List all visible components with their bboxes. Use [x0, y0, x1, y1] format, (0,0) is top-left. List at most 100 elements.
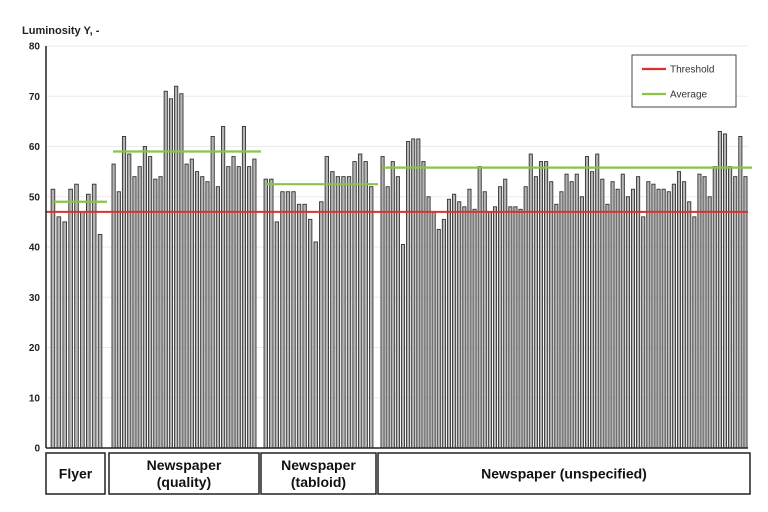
bar-3-47: [620, 173, 625, 449]
bar-3-14: [452, 193, 457, 449]
category-label-2-0: Newspaper: [281, 457, 356, 473]
bar-3-6: [411, 138, 416, 449]
bar-2-10: [319, 201, 324, 449]
category-boxes: FlyerNewspaper(quality)Newspaper(tabloid…: [45, 452, 751, 495]
bar-2-13: [335, 176, 341, 449]
bar-3-26: [513, 206, 518, 449]
bar-2-19: [369, 186, 374, 449]
bar-1-19: [210, 135, 215, 449]
bar-3-51: [641, 216, 646, 449]
bar-3-43: [600, 178, 605, 449]
bar-1-12: [174, 85, 179, 449]
category-label-0-0: Flyer: [59, 466, 93, 482]
bar-3-15: [457, 201, 462, 449]
bar-2-5: [291, 191, 296, 449]
category-box-3: [377, 452, 751, 495]
bar-3-64: [707, 196, 712, 449]
bar-3-53: [651, 183, 656, 449]
bar-1-5: [137, 166, 142, 449]
bar-3-37: [569, 181, 574, 449]
bar-1-9: [158, 176, 163, 449]
bar-3-65: [712, 166, 717, 449]
bar-3-38: [574, 173, 579, 449]
category-label-1-0: Newspaper: [147, 457, 222, 473]
bar-0-4: [74, 183, 79, 449]
bar-2-12: [330, 171, 335, 449]
bar-1-6: [142, 146, 147, 449]
bar-3-59: [682, 181, 687, 449]
bar-2-7: [302, 203, 307, 449]
bar-3-34: [554, 203, 559, 449]
average-lines: [52, 150, 752, 203]
category-label-2-1: (tabloid): [291, 474, 346, 490]
bar-3-36: [564, 173, 569, 449]
bar-3-69: [733, 176, 738, 449]
bar-3-12: [441, 218, 446, 449]
y-tick-60: 60: [29, 142, 41, 153]
bar-3-62: [697, 173, 702, 449]
bar-0-2: [62, 221, 68, 449]
bar-0-1: [56, 216, 62, 449]
y-tick-50: 50: [29, 192, 41, 203]
bar-3-27: [518, 208, 523, 449]
bar-3-56: [666, 191, 671, 449]
bar-2-9: [313, 241, 318, 449]
legend-label-0: Threshold: [670, 65, 714, 76]
bar-3-44: [605, 203, 610, 449]
bar-1-21: [221, 125, 226, 449]
bar-1-2: [121, 135, 127, 449]
bar-3-5: [406, 141, 411, 449]
bar-3-67: [722, 133, 728, 449]
bar-3-3: [395, 176, 400, 449]
bar-0-5: [80, 211, 85, 449]
y-tick-labels: 0 10 20 30 40 50 60 70 80: [29, 42, 41, 455]
category-label-3-0: Newspaper (unspecified): [481, 466, 647, 482]
bar-3-66: [717, 130, 722, 449]
bar-3-30: [533, 176, 538, 449]
bar-3-32: [544, 161, 549, 449]
bar-3-55: [661, 188, 666, 449]
bar-3-18: [472, 208, 477, 449]
bar-1-18: [205, 181, 210, 449]
y-axis-label: Luminosity Y, -: [22, 25, 100, 37]
legend-label-1: Average: [670, 90, 708, 101]
bar-1-10: [163, 90, 168, 449]
bar-3-1: [385, 186, 390, 449]
bar-1-3: [127, 153, 132, 449]
legend-box: [631, 54, 737, 108]
legend: Threshold Average: [631, 54, 737, 108]
bar-3-60: [687, 201, 692, 449]
bar-3-22: [492, 206, 498, 449]
bar-3-24: [503, 178, 508, 449]
y-tick-70: 70: [29, 92, 41, 103]
bar-3-9: [426, 196, 431, 449]
bar-3-23: [498, 186, 503, 449]
bar-2-18: [363, 161, 368, 449]
bar-0-0: [50, 188, 56, 449]
bar-3-54: [656, 188, 661, 449]
bar-0-7: [91, 183, 97, 449]
bar-1-27: [252, 158, 257, 449]
bar-3-41: [590, 171, 595, 449]
category-box-0: [45, 452, 106, 495]
bar-3-0: [380, 156, 385, 449]
bar-1-16: [194, 171, 200, 449]
bar-3-4: [400, 244, 406, 449]
bar-2-17: [357, 153, 363, 449]
bar-0-3: [68, 188, 73, 449]
y-tick-80: 80: [29, 42, 41, 53]
bar-series: [50, 85, 748, 449]
bar-3-52: [646, 181, 651, 449]
bar-3-33: [549, 181, 554, 449]
bar-2-14: [341, 176, 346, 449]
bar-2-11: [324, 156, 329, 449]
bar-2-0: [263, 178, 268, 449]
bar-3-63: [702, 176, 707, 449]
bar-3-68: [728, 166, 733, 449]
bar-3-39: [579, 196, 584, 449]
bar-3-70: [738, 135, 743, 449]
y-tick-10: 10: [29, 393, 41, 404]
bar-3-7: [416, 138, 421, 449]
bar-3-31: [538, 161, 544, 449]
